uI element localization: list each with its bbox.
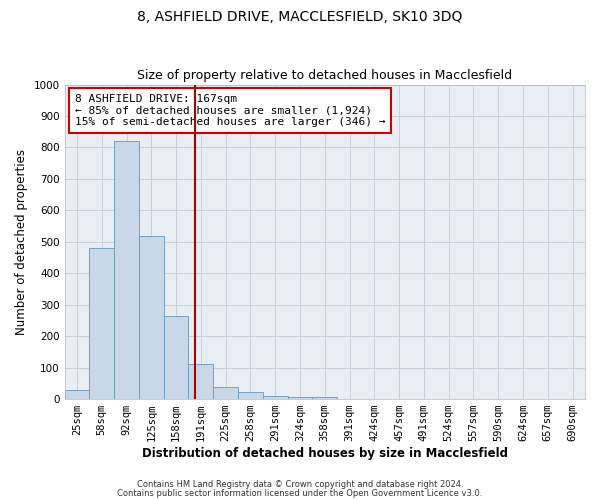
Text: 8, ASHFIELD DRIVE, MACCLESFIELD, SK10 3DQ: 8, ASHFIELD DRIVE, MACCLESFIELD, SK10 3D…	[137, 10, 463, 24]
Text: Contains HM Land Registry data © Crown copyright and database right 2024.: Contains HM Land Registry data © Crown c…	[137, 480, 463, 489]
Bar	[139, 236, 164, 399]
Text: Contains public sector information licensed under the Open Government Licence v3: Contains public sector information licen…	[118, 488, 482, 498]
X-axis label: Distribution of detached houses by size in Macclesfield: Distribution of detached houses by size …	[142, 447, 508, 460]
Title: Size of property relative to detached houses in Macclesfield: Size of property relative to detached ho…	[137, 69, 512, 82]
Bar	[313, 396, 337, 399]
Bar	[114, 141, 139, 399]
Bar	[263, 396, 287, 399]
Bar	[164, 316, 188, 399]
Text: 8 ASHFIELD DRIVE: 167sqm
← 85% of detached houses are smaller (1,924)
15% of sem: 8 ASHFIELD DRIVE: 167sqm ← 85% of detach…	[75, 94, 385, 127]
Y-axis label: Number of detached properties: Number of detached properties	[15, 149, 28, 335]
Bar	[65, 390, 89, 399]
Bar	[89, 248, 114, 399]
Bar	[213, 387, 238, 399]
Bar	[287, 396, 313, 399]
Bar	[238, 392, 263, 399]
Bar	[188, 364, 213, 399]
